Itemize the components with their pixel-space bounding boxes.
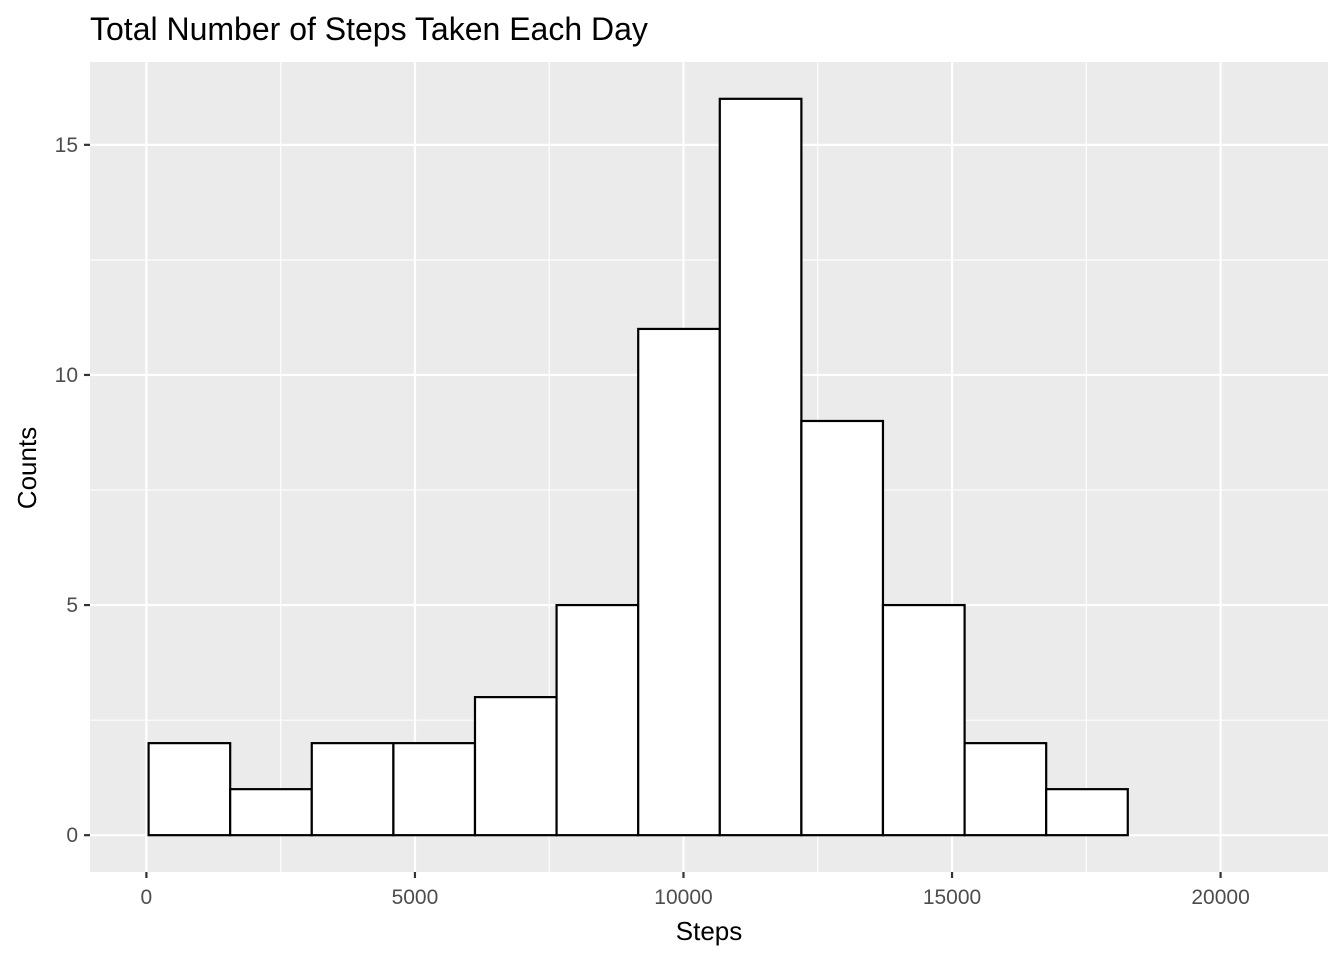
chart-title: Total Number of Steps Taken Each Day <box>90 11 648 47</box>
histogram-bar <box>229 788 313 837</box>
x-tick-label: 15000 <box>923 886 981 909</box>
histogram-bar <box>963 742 1048 837</box>
x-axis-ticks: 0 5000 10000 15000 20000 <box>141 872 1250 909</box>
histogram-bar <box>718 97 803 837</box>
x-axis-title: Steps <box>676 916 743 946</box>
y-tick-label: 5 <box>66 594 78 617</box>
histogram-bars <box>147 97 1129 837</box>
x-tick-label: 0 <box>141 886 153 909</box>
y-tick-label: 0 <box>66 824 78 847</box>
x-tick-label: 20000 <box>1191 886 1249 909</box>
y-axis-title: Counts <box>12 427 42 509</box>
histogram-bar <box>1045 788 1129 837</box>
histogram-bar <box>800 419 885 837</box>
y-tick-label: 15 <box>55 134 78 157</box>
histogram-bar <box>473 696 558 837</box>
x-tick-label: 10000 <box>654 886 712 909</box>
x-tick-label: 5000 <box>392 886 439 909</box>
y-axis-ticks: 0 5 10 15 <box>55 134 90 847</box>
histogram-bar <box>555 603 640 837</box>
histogram-bar <box>147 742 232 837</box>
histogram-bar <box>392 742 477 837</box>
histogram-bar <box>637 327 721 837</box>
y-tick-label: 10 <box>55 364 78 387</box>
histogram-bar <box>310 742 395 837</box>
histogram-bar <box>881 603 966 837</box>
